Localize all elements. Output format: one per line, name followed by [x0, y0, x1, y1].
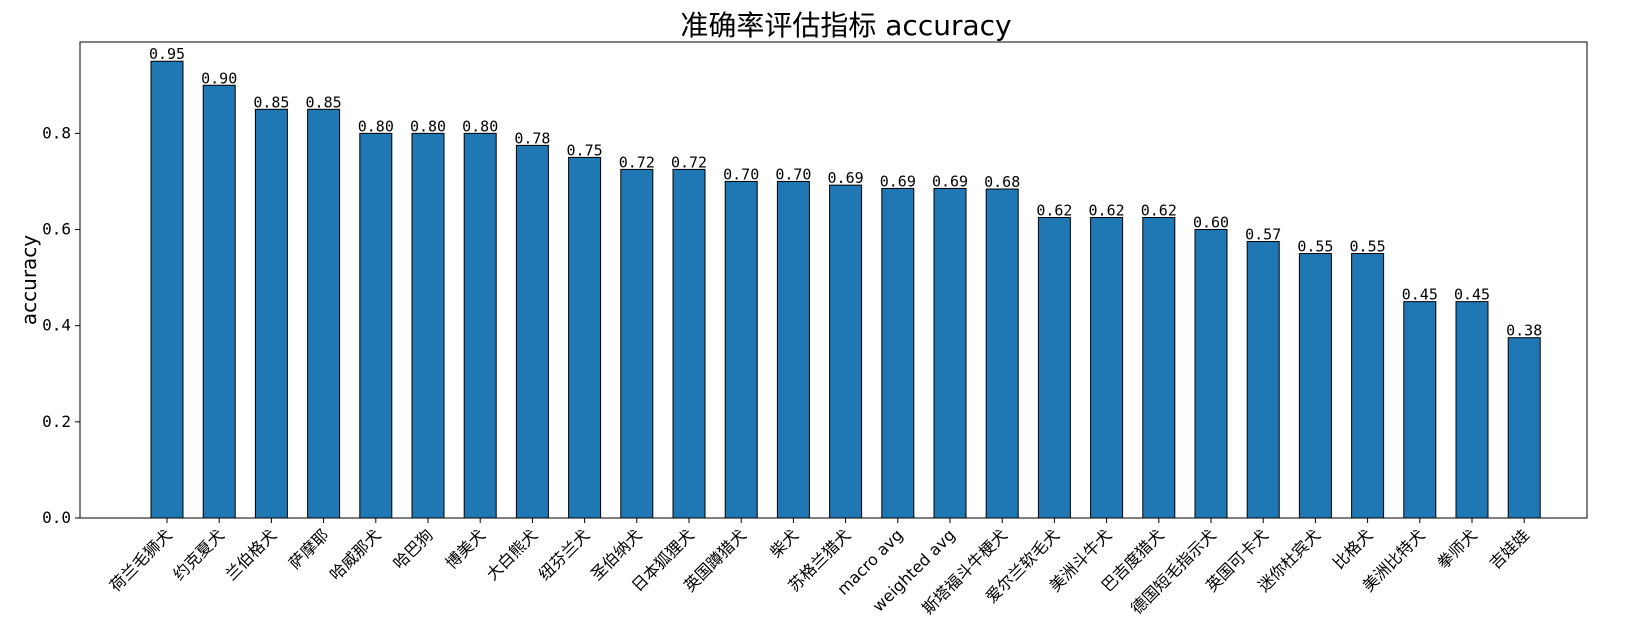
y-tick-label: 0.6 [42, 220, 71, 239]
y-axis-ticks: 0.0 0.2 0.4 0.6 0.8 [42, 123, 80, 527]
bar [515, 144, 549, 519]
bar [150, 60, 184, 519]
x-tick-label: 拳师犬 [1433, 525, 1480, 572]
x-tick-label: 哈威那犬 [326, 525, 385, 584]
bar-value-label: 0.90 [201, 69, 237, 87]
bar [1142, 216, 1176, 519]
bar-value-label: 0.38 [1506, 322, 1542, 340]
bar-value-label: 0.80 [462, 117, 498, 135]
bar [724, 180, 758, 519]
bar-value-label: 0.55 [1350, 238, 1386, 256]
bar-value-labels: 0.95 0.90 0.85 0.85 0.80 0.80 0.80 0.78 0.75 0.72… [149, 45, 1542, 339]
x-tick-label: 比格犬 [1329, 525, 1376, 572]
bar-value-label: 0.78 [514, 129, 550, 147]
x-tick-label: 荷兰毛狮犬 [106, 525, 176, 595]
x-tick-label: 大白熊犬 [483, 525, 542, 584]
bar-value-label: 0.80 [358, 117, 394, 135]
bar-value-label: 0.55 [1297, 238, 1333, 256]
bar-value-label: 0.69 [932, 172, 968, 190]
bar-value-label: 0.62 [1036, 201, 1072, 219]
bar-value-label: 0.45 [1454, 286, 1490, 304]
bar-value-label: 0.72 [619, 153, 655, 171]
x-tick-label: 纽芬兰犬 [535, 525, 594, 584]
bar-value-label: 0.70 [775, 165, 811, 183]
bar [1246, 241, 1280, 519]
bar [1090, 216, 1124, 519]
y-tick-label: 0.0 [42, 508, 71, 527]
x-tick-label: 哈巴狗 [389, 525, 436, 572]
bar [254, 108, 288, 519]
bar-value-label: 0.80 [410, 117, 446, 135]
bar [307, 108, 341, 519]
bar [1403, 301, 1437, 519]
bar [881, 187, 915, 519]
bar [1037, 216, 1071, 519]
bar [568, 156, 602, 519]
bar [985, 188, 1019, 519]
bars-layer [150, 60, 1541, 519]
bar [933, 187, 967, 519]
bar [463, 132, 497, 519]
bar-value-label: 0.85 [253, 93, 289, 111]
x-tick-label: 吉娃娃 [1486, 525, 1533, 572]
x-tick-label: 萨摩耶 [285, 525, 332, 572]
bar-value-label: 0.62 [1089, 201, 1125, 219]
y-tick-label: 0.8 [42, 123, 71, 142]
bar-value-label: 0.60 [1193, 214, 1229, 232]
bar [1507, 337, 1541, 519]
bar [202, 84, 236, 519]
y-tick-label: 0.2 [42, 412, 71, 431]
bar [672, 168, 706, 519]
bar-value-label: 0.62 [1141, 201, 1177, 219]
bar-value-label: 0.45 [1402, 286, 1438, 304]
chart-title: 准确率评估指标 accuracy [680, 9, 1011, 42]
x-tick-label: 柴犬 [766, 525, 802, 561]
x-tick-label: 兰伯格犬 [222, 525, 281, 584]
bar [620, 168, 654, 519]
bar-value-label: 0.68 [984, 173, 1020, 191]
bar [1351, 253, 1385, 519]
x-tick-label: 博美犬 [442, 525, 489, 572]
bar [1194, 229, 1228, 519]
bar [359, 132, 393, 519]
bar-value-label: 0.57 [1245, 226, 1281, 244]
y-axis-label: accuracy [17, 235, 41, 325]
bar-value-label: 0.75 [567, 141, 603, 159]
bar-value-label: 0.70 [723, 165, 759, 183]
bar-value-label: 0.95 [149, 45, 185, 63]
bar [1455, 301, 1489, 519]
bar-value-label: 0.69 [880, 172, 916, 190]
bar [1298, 253, 1332, 519]
bar-value-label: 0.69 [828, 169, 864, 187]
bar [829, 184, 863, 519]
bar-value-label: 0.72 [671, 153, 707, 171]
y-tick-label: 0.4 [42, 316, 71, 335]
x-tick-label: 约克夏犬 [169, 525, 228, 584]
plot-frame [79, 41, 1588, 519]
bar [411, 132, 445, 519]
bar [776, 180, 810, 519]
bar-value-label: 0.85 [306, 93, 342, 111]
